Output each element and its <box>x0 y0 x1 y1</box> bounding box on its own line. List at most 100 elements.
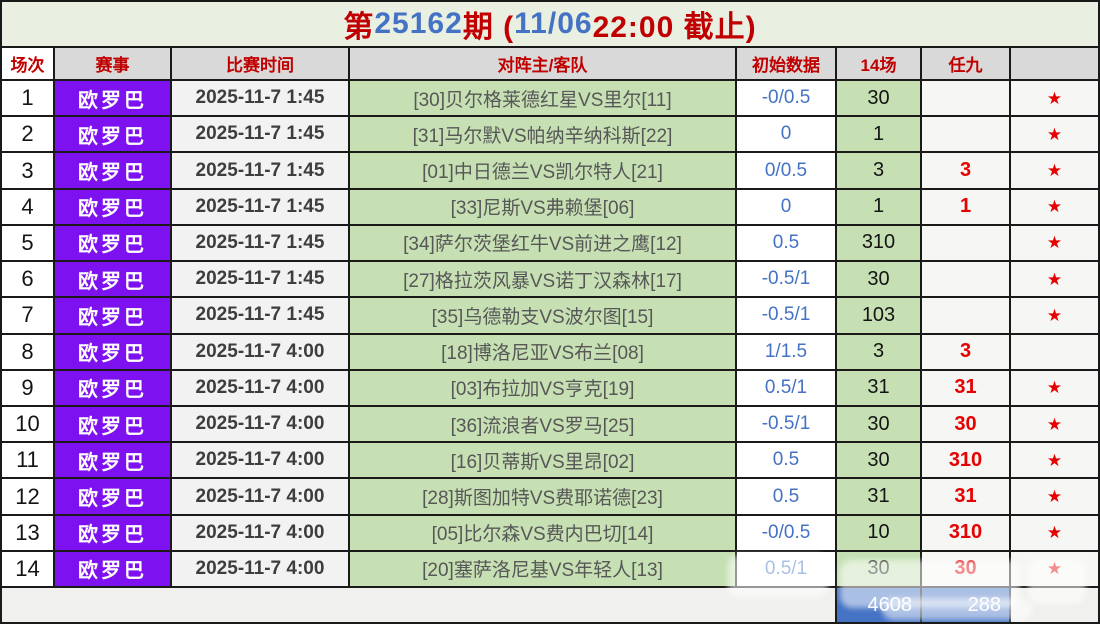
league-badge: 欧罗巴 <box>55 406 172 444</box>
star-cell[interactable]: ★ <box>1011 551 1098 589</box>
match-time-cell: 2025-11-7 1:45 <box>172 189 350 226</box>
star-icon: ★ <box>1046 269 1063 289</box>
table-row: 3 欧罗巴 2025-11-7 1:45 [01]中日德兰VS凯尔特人[21] … <box>2 153 1098 190</box>
star-cell[interactable]: ★ <box>1011 225 1098 263</box>
initial-odds-cell: 0.5 <box>737 443 837 480</box>
match-teams-cell: [30]贝尔格莱德红星VS里尔[11] <box>350 81 737 118</box>
star-icon: ★ <box>1046 161 1063 181</box>
star-cell[interactable]: ★ <box>1011 479 1098 516</box>
total-pick14: 4608 <box>837 588 922 622</box>
pick14-cell: 1 <box>837 117 922 154</box>
star-icon: ★ <box>1046 233 1063 253</box>
table-row: 8 欧罗巴 2025-11-7 4:00 [18]博洛尼亚VS布兰[08] 1/… <box>2 334 1098 371</box>
match-time-cell: 2025-11-7 4:00 <box>172 443 350 480</box>
star-cell[interactable]: ★ <box>1011 189 1098 226</box>
pick14-cell: 30 <box>837 406 922 444</box>
star-cell[interactable]: ★ <box>1011 406 1098 444</box>
pick14-cell: 3 <box>837 334 922 371</box>
pick14-cell: 30 <box>837 81 922 118</box>
table-row: 12 欧罗巴 2025-11-7 4:00 [28]斯图加特VS费耶诺德[23]… <box>2 479 1098 516</box>
league-badge: 欧罗巴 <box>55 334 172 371</box>
match-time-cell: 2025-11-7 1:45 <box>172 262 350 299</box>
match-teams-cell: [05]比尔森VS费内巴切[14] <box>350 515 737 552</box>
match-number-cell: 11 <box>2 443 55 480</box>
match-teams-cell: [03]布拉加VS亨克[19] <box>350 370 737 407</box>
match-teams-cell: [28]斯图加特VS费耶诺德[23] <box>350 479 737 516</box>
table-row: 9 欧罗巴 2025-11-7 4:00 [03]布拉加VS亨克[19] 0.5… <box>2 370 1098 407</box>
pick14-cell: 31 <box>837 370 922 407</box>
initial-odds-cell: 0.5 <box>737 225 837 263</box>
table-row: 11 欧罗巴 2025-11-7 4:00 [16]贝蒂斯VS里昂[02] 0.… <box>2 443 1098 480</box>
match-number-cell: 4 <box>2 189 55 226</box>
ren9-cell: 1 <box>922 189 1011 226</box>
star-icon: ★ <box>1046 450 1063 470</box>
league-badge: 欧罗巴 <box>55 81 172 118</box>
star-cell[interactable]: ★ <box>1011 370 1098 407</box>
match-teams-cell: [18]博洛尼亚VS布兰[08] <box>350 334 737 371</box>
match-number-cell: 1 <box>2 81 55 118</box>
ren9-cell: 3 <box>922 334 1011 371</box>
table-row: 4 欧罗巴 2025-11-7 1:45 [33]尼斯VS弗赖堡[06] 0 1… <box>2 189 1098 226</box>
col-header-match-number: 场次 <box>2 48 55 81</box>
match-time-cell: 2025-11-7 1:45 <box>172 298 350 335</box>
match-number-cell: 9 <box>2 370 55 407</box>
initial-odds-cell: 0.5 <box>737 479 837 516</box>
page-title: 第 25162 期 (11/06 22:00 截止) <box>2 2 1098 48</box>
star-icon: ★ <box>1046 305 1063 325</box>
title-segment: 第 <box>343 11 375 44</box>
initial-odds-cell: -0.5/1 <box>737 298 837 335</box>
ren9-cell <box>922 117 1011 154</box>
match-number-cell: 7 <box>2 298 55 335</box>
rows: 1 欧罗巴 2025-11-7 1:45 [30]贝尔格莱德红星VS里尔[11]… <box>2 81 1098 589</box>
initial-odds-cell: 0 <box>737 189 837 226</box>
star-cell[interactable]: ★ <box>1011 262 1098 299</box>
pick14-cell: 10 <box>837 515 922 552</box>
pick14-cell: 30 <box>837 551 922 589</box>
ren9-cell <box>922 298 1011 335</box>
match-time-cell: 2025-11-7 4:00 <box>172 515 350 552</box>
star-cell[interactable]: ★ <box>1011 81 1098 118</box>
star-cell[interactable]: ★ <box>1011 153 1098 190</box>
star-cell[interactable]: ★ <box>1011 443 1098 480</box>
initial-odds-cell: 0/0.5 <box>737 153 837 190</box>
league-badge: 欧罗巴 <box>55 225 172 263</box>
match-number-cell: 3 <box>2 153 55 190</box>
initial-odds-cell: -0/0.5 <box>737 81 837 118</box>
col-header-initial-odds: 初始数据 <box>737 48 837 81</box>
star-icon: ★ <box>1046 523 1063 543</box>
ren9-cell <box>922 225 1011 263</box>
star-cell[interactable]: ★ <box>1011 515 1098 552</box>
league-badge: 欧罗巴 <box>55 189 172 226</box>
pick14-cell: 103 <box>837 298 922 335</box>
table-row: 14 欧罗巴 2025-11-7 4:00 [20]塞萨洛尼基VS年轻人[13]… <box>2 551 1098 589</box>
pick14-cell: 31 <box>837 479 922 516</box>
table-header: 场次 赛事 比赛时间 对阵主/客队 初始数据 14场 任九 <box>2 48 1098 81</box>
table-row: 7 欧罗巴 2025-11-7 1:45 [35]乌德勒支VS波尔图[15] -… <box>2 298 1098 335</box>
match-time-cell: 2025-11-7 1:45 <box>172 225 350 263</box>
match-number-cell: 2 <box>2 117 55 154</box>
initial-odds-cell: -0/0.5 <box>737 515 837 552</box>
star-cell[interactable] <box>1011 334 1098 371</box>
totals-empty-cell <box>2 588 837 622</box>
league-badge: 欧罗巴 <box>55 443 172 480</box>
match-time-cell: 2025-11-7 1:45 <box>172 117 350 154</box>
col-header-star <box>1011 48 1098 81</box>
initial-odds-cell: 0.5/1 <box>737 370 837 407</box>
title-segment: 期 ( <box>462 11 515 44</box>
league-badge: 欧罗巴 <box>55 551 172 589</box>
match-time-cell: 2025-11-7 1:45 <box>172 153 350 190</box>
col-header-teams: 对阵主/客队 <box>350 48 737 81</box>
ren9-cell: 31 <box>922 479 1011 516</box>
match-teams-cell: [34]萨尔茨堡红牛VS前进之鹰[12] <box>350 225 737 263</box>
totals-end-cell <box>1011 588 1098 622</box>
initial-odds-cell: -0.5/1 <box>737 262 837 299</box>
table-row: 2 欧罗巴 2025-11-7 1:45 [31]马尔默VS帕纳辛纳科斯[22]… <box>2 117 1098 154</box>
match-number-cell: 10 <box>2 406 55 444</box>
star-cell[interactable]: ★ <box>1011 117 1098 154</box>
star-cell[interactable]: ★ <box>1011 298 1098 335</box>
totals-row: 4608 288 <box>2 588 1098 622</box>
star-icon: ★ <box>1046 559 1063 579</box>
match-teams-cell: [31]马尔默VS帕纳辛纳科斯[22] <box>350 117 737 154</box>
star-icon: ★ <box>1046 197 1063 217</box>
league-badge: 欧罗巴 <box>55 479 172 516</box>
